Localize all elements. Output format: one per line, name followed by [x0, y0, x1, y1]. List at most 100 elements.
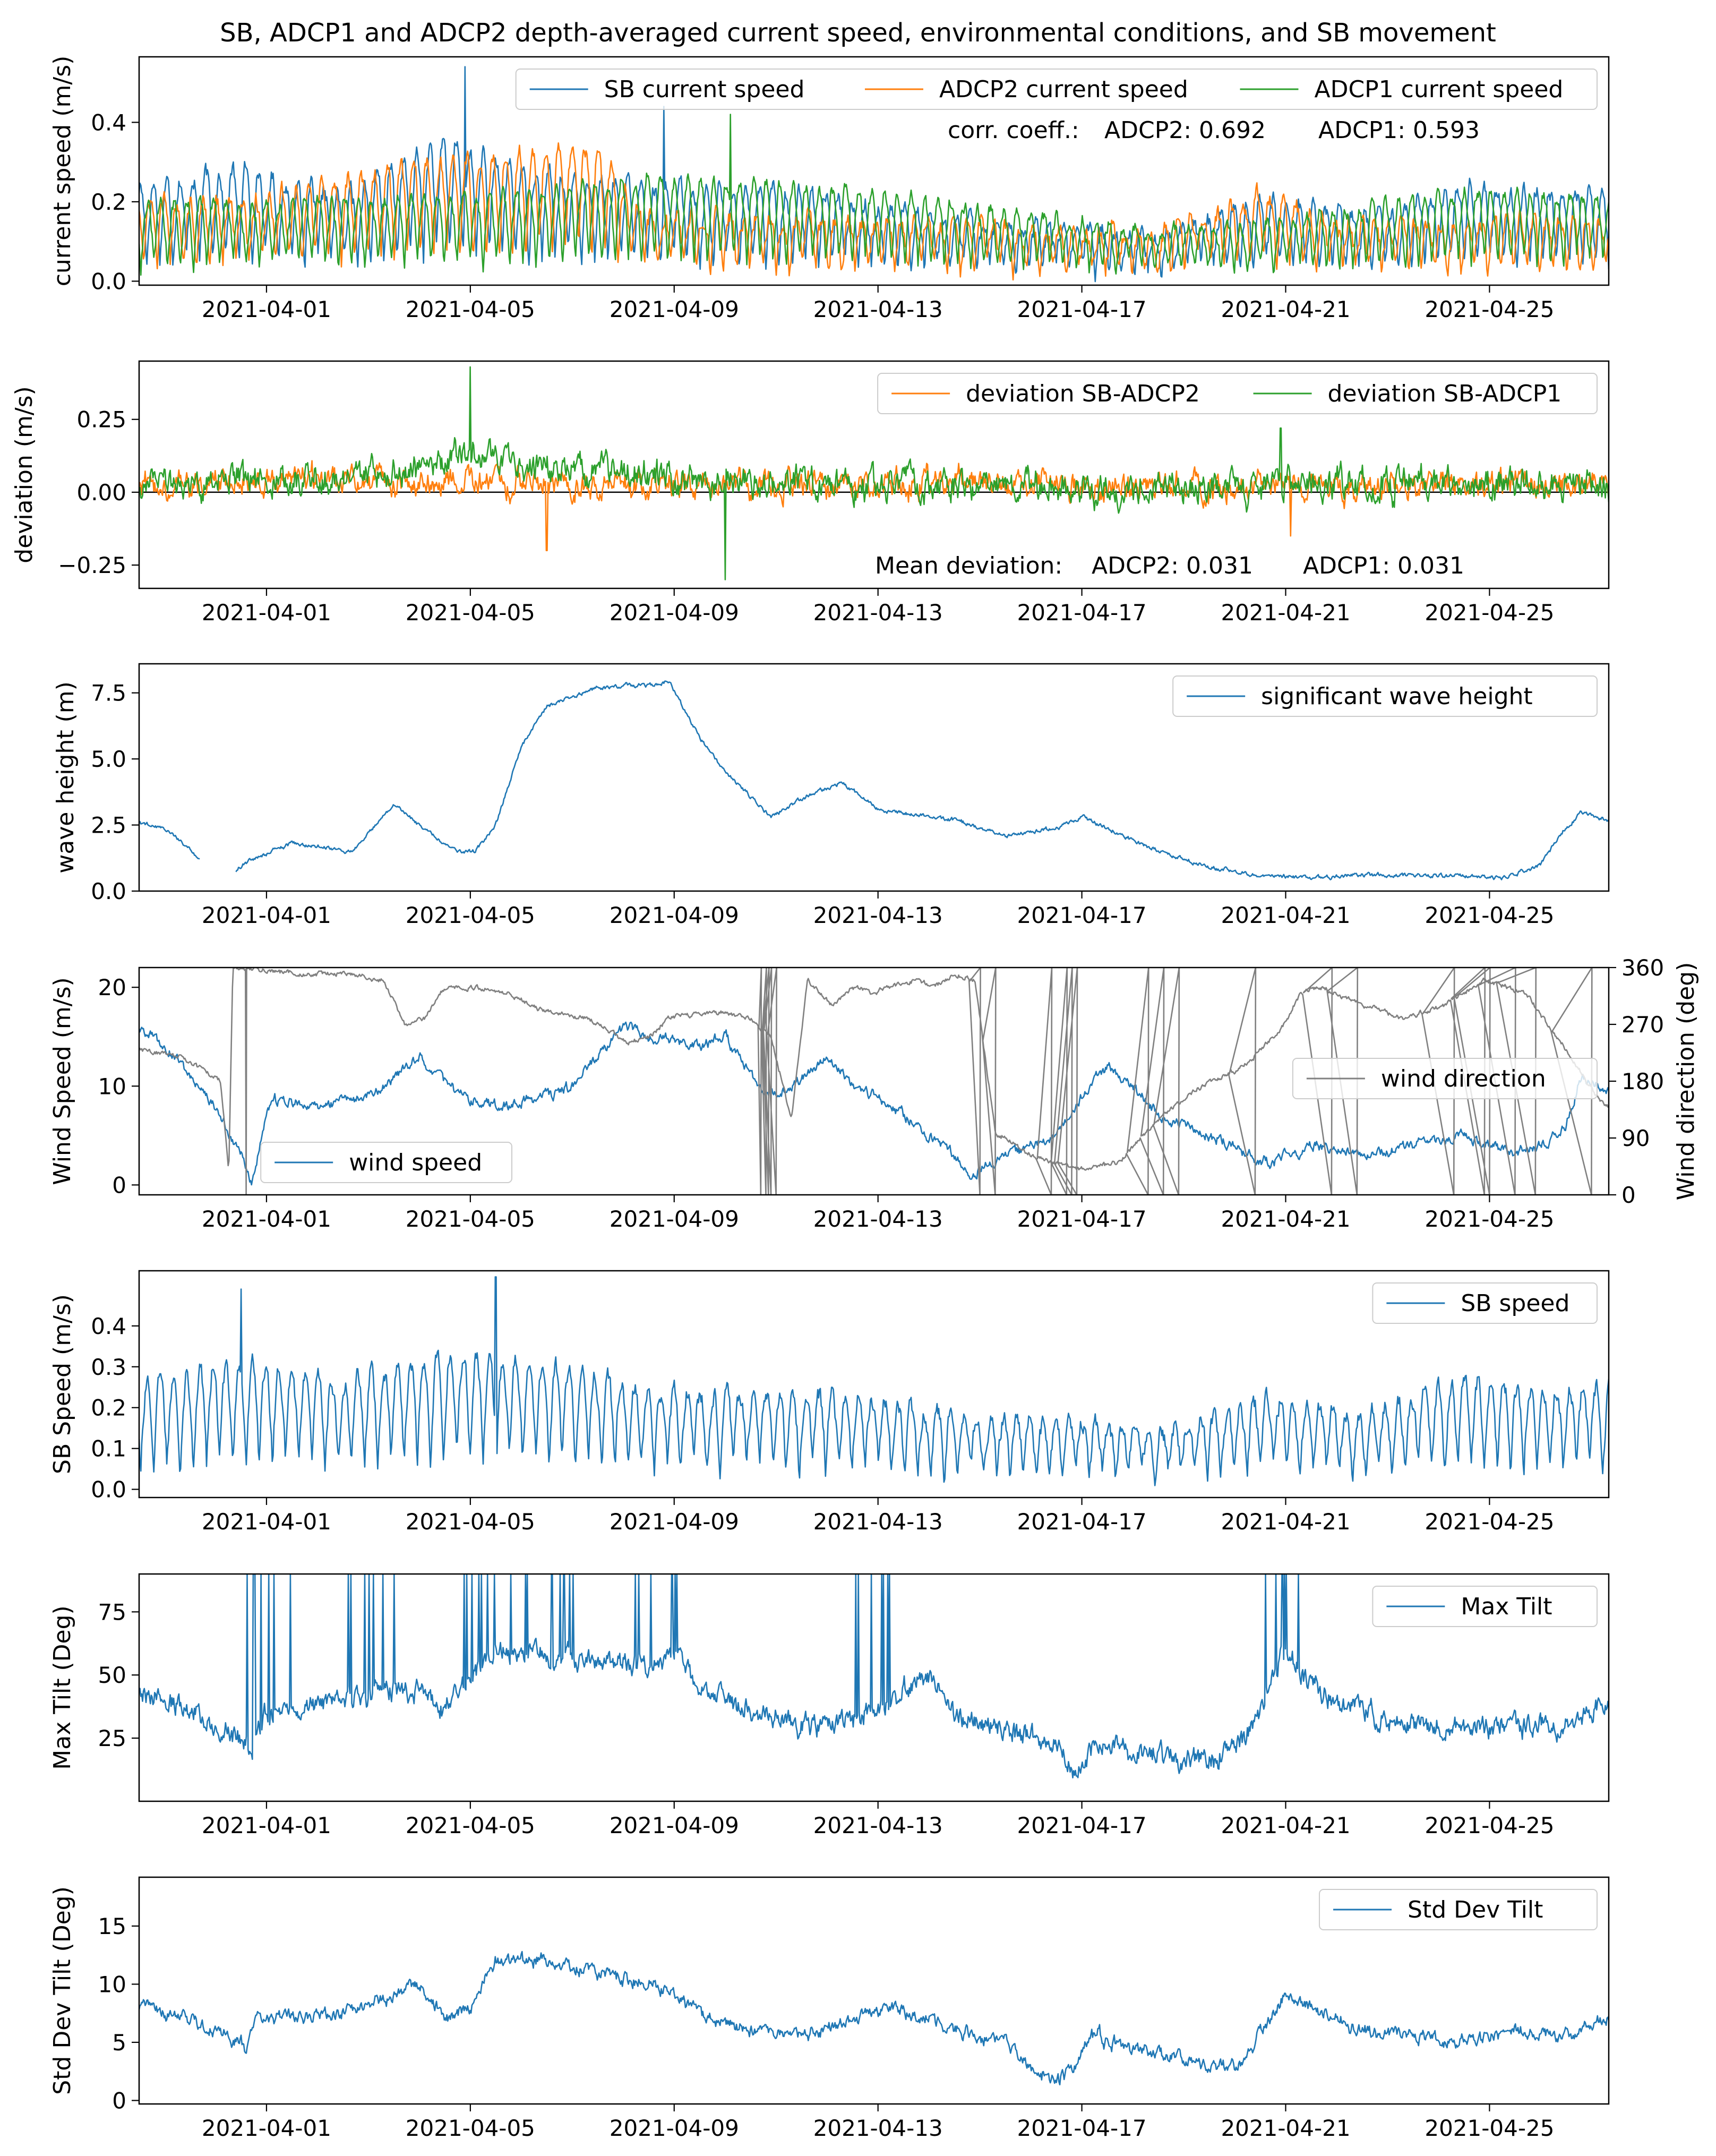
wave-ytick-label-1: 2.5: [91, 812, 126, 839]
wave-axes-frame: [138, 663, 1610, 892]
sbspeed-xtick-label-1: 2021-04-05: [406, 1509, 535, 1535]
wave-xtick-label-3: 2021-04-13: [813, 902, 943, 928]
maxtilt-series-max-tilt: [139, 1574, 1609, 1778]
wind-ylabel: Wind Speed (m/s): [49, 977, 76, 1185]
stdtilt-xtick-label-2: 2021-04-09: [610, 2115, 739, 2141]
maxtilt-xtick-label-1: 2021-04-05: [406, 1812, 535, 1838]
wave-xtick-label-4: 2021-04-17: [1017, 902, 1147, 928]
sbspeed-axes-frame: [138, 1270, 1610, 1499]
wind-ytick-right-label-0: 0: [1621, 1182, 1636, 1208]
sbspeed-xtick-label-4: 2021-04-17: [1017, 1509, 1147, 1535]
wind-series-wind-speed: [139, 1021, 1609, 1186]
maxtilt-ytick-label-1: 50: [98, 1662, 126, 1688]
maxtilt-plot-area: [139, 1574, 1609, 1778]
deviation-ytick-label-1: 0.00: [76, 480, 126, 506]
panels: 2021-04-01 2021-04-05 2021-04-09 2021-04-13…: [11, 56, 1700, 2141]
wave-ytick-label-2: 5.0: [91, 746, 126, 772]
maxtilt-ylabel: Max Tilt (Deg): [49, 1605, 76, 1769]
deviation-ytick-label-0: −0.25: [58, 552, 126, 578]
sbspeed-ytick-label-4: 0.4: [91, 1313, 126, 1339]
sbspeed-xtick-label-3: 2021-04-13: [813, 1509, 943, 1535]
stdtilt-series-std-dev-tilt: [139, 1950, 1609, 2085]
current-annotation-adcp2: ADCP2: 0.692: [1104, 117, 1266, 144]
current-xtick-label-1: 2021-04-05: [406, 296, 535, 322]
panel-sbspeed: 2021-04-01 2021-04-05 2021-04-09 2021-04-13…: [49, 1270, 1610, 1535]
stdtilt-plot-area: [139, 1950, 1609, 2085]
wind-ytick-right-label-4: 360: [1621, 955, 1664, 981]
wind-right-legend-box: [1292, 1058, 1598, 1099]
stdtilt-xtick-label-1: 2021-04-05: [406, 2115, 535, 2141]
deviation-annotation-adcp2: ADCP2: 0.031: [1092, 552, 1253, 579]
wind-ytick-label-1: 10: [98, 1073, 126, 1099]
deviation-xtick-label-1: 2021-04-05: [406, 600, 535, 626]
wind-xtick-label-4: 2021-04-17: [1017, 1206, 1147, 1232]
wave-xtick-label-1: 2021-04-05: [406, 902, 535, 928]
current-xtick-label-3: 2021-04-13: [813, 296, 943, 322]
stdtilt-ytick-label-2: 10: [98, 1971, 126, 1997]
wind-legend-label-0: wind speed: [349, 1149, 482, 1176]
maxtilt-ytick-label-2: 75: [98, 1599, 126, 1625]
wave-legend-box: [1172, 675, 1598, 717]
sbspeed-ytick-label-2: 0.2: [91, 1395, 126, 1421]
wave-plot-area: [139, 680, 1609, 880]
current-ytick-label-1: 0.2: [91, 189, 126, 215]
deviation-legend-box: [877, 373, 1598, 414]
current-xtick-label-4: 2021-04-17: [1017, 296, 1147, 322]
wind-ylabel-right: Wind direction (deg): [1672, 962, 1700, 1201]
maxtilt-axes-frame: [138, 1573, 1610, 1802]
current-xtick-label-6: 2021-04-25: [1425, 296, 1554, 322]
current-legend-label-1: ADCP2 current speed: [939, 76, 1188, 103]
sbspeed-plot-area: [139, 1276, 1609, 1486]
stdtilt-ylabel: Std Dev Tilt (Deg): [49, 1886, 76, 2095]
stdtilt-ytick-label-0: 0: [112, 2087, 126, 2114]
panel-maxtilt: 2021-04-01 2021-04-05 2021-04-09 2021-04-13…: [49, 1573, 1610, 1838]
wind-ytick-label-2: 20: [98, 974, 126, 1000]
panel-deviation: 2021-04-01 2021-04-05 2021-04-09 2021-04-13…: [11, 360, 1610, 626]
sbspeed-xtick-label-6: 2021-04-25: [1425, 1509, 1554, 1535]
current-ylabel: current speed (m/s): [49, 56, 76, 287]
sbspeed-ytick-label-1: 0.1: [91, 1436, 126, 1462]
current-legend-label-2: ADCP1 current speed: [1314, 76, 1563, 103]
wind-xtick-label-5: 2021-04-21: [1221, 1206, 1350, 1232]
sbspeed-ytick-label-0: 0.0: [91, 1477, 126, 1503]
current-xtick-label-2: 2021-04-09: [610, 296, 739, 322]
deviation-xtick-label-5: 2021-04-21: [1221, 600, 1350, 626]
current-ytick-label-0: 0.0: [91, 269, 126, 295]
sbspeed-xtick-label-2: 2021-04-09: [610, 1509, 739, 1535]
panel-wind: 2021-04-01 2021-04-05 2021-04-09 2021-04-13…: [49, 955, 1700, 1232]
deviation-xtick-label-0: 2021-04-01: [202, 600, 331, 626]
deviation-annotation-adcp1: ADCP1: 0.031: [1303, 552, 1464, 579]
panel-wave: 2021-04-01 2021-04-05 2021-04-09 2021-04-13…: [52, 663, 1610, 928]
maxtilt-ytick-label-0: 25: [98, 1725, 126, 1751]
deviation-series-deviation-sb-adcp1: [139, 366, 1609, 580]
wind-ytick-label-0: 0: [112, 1172, 126, 1198]
deviation-axes-frame: [138, 360, 1610, 589]
current-plot-area: [139, 66, 1609, 283]
wind-legend-box: [260, 1142, 512, 1183]
stdtilt-xtick-label-5: 2021-04-21: [1221, 2115, 1350, 2141]
current-legend-box: [515, 69, 1598, 110]
wind-xtick-label-2: 2021-04-09: [610, 1206, 739, 1232]
maxtilt-xtick-label-4: 2021-04-17: [1017, 1812, 1147, 1838]
current-annotation-adcp1: ADCP1: 0.593: [1318, 117, 1480, 144]
figure-title: SB, ADCP1 and ADCP2 depth-averaged curre…: [220, 18, 1496, 48]
panel-current: 2021-04-01 2021-04-05 2021-04-09 2021-04-13…: [49, 56, 1610, 322]
panel-stdtilt: 2021-04-01 2021-04-05 2021-04-09 2021-04-13…: [49, 1876, 1610, 2141]
wind-ytick-right-label-2: 180: [1621, 1068, 1664, 1094]
wind-xtick-label-3: 2021-04-13: [813, 1206, 943, 1232]
deviation-xtick-label-3: 2021-04-13: [813, 600, 943, 626]
stdtilt-xtick-label-6: 2021-04-25: [1425, 2115, 1554, 2141]
sbspeed-xtick-label-0: 2021-04-01: [202, 1509, 331, 1535]
deviation-series-deviation-sb-adcp2: [139, 460, 1609, 551]
wave-xtick-label-6: 2021-04-25: [1425, 902, 1554, 928]
deviation-xtick-label-4: 2021-04-17: [1017, 600, 1147, 626]
deviation-plot-area: [139, 366, 1609, 580]
deviation-xtick-label-2: 2021-04-09: [610, 600, 739, 626]
sbspeed-xtick-label-5: 2021-04-21: [1221, 1509, 1350, 1535]
wind-ytick-right-label-3: 270: [1621, 1012, 1664, 1038]
current-ytick-label-2: 0.4: [91, 109, 126, 135]
maxtilt-xtick-label-2: 2021-04-09: [610, 1812, 739, 1838]
maxtilt-xtick-label-5: 2021-04-21: [1221, 1812, 1350, 1838]
current-series-adcp1-current-speed: [139, 114, 1609, 276]
